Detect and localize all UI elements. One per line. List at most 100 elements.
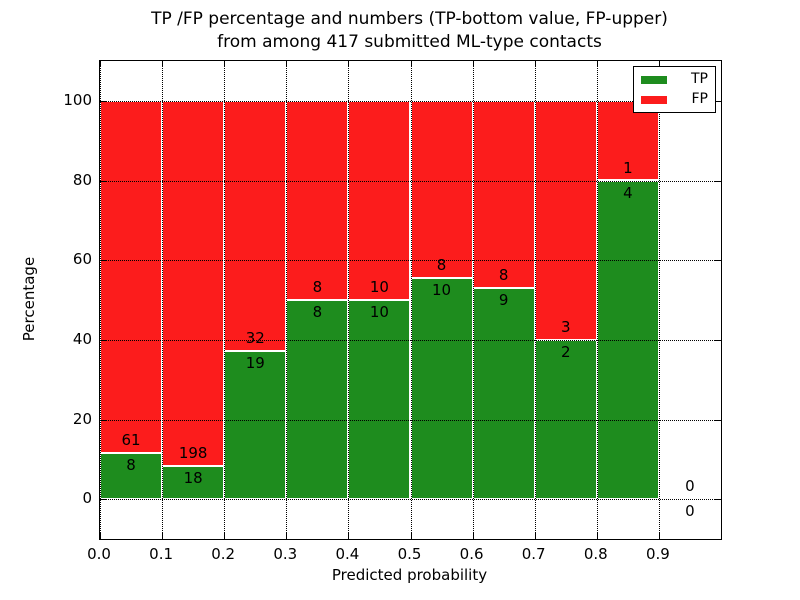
x-tick-label: 0.5	[397, 545, 422, 563]
bar-segment-fp	[534, 100, 597, 340]
axis-tick-left	[100, 499, 106, 501]
axis-tick-bottom	[224, 533, 226, 539]
grid-line-x	[534, 61, 536, 539]
x-tick-label: 0.4	[335, 545, 360, 563]
axis-tick-bottom	[348, 533, 350, 539]
bar-count-label-tp: 8	[126, 455, 136, 474]
chart-title-line2: from among 417 submitted ML-type contact…	[217, 32, 602, 52]
bar-segment-fp	[348, 100, 411, 300]
axis-tick-top	[162, 61, 164, 67]
axis-tick-bottom	[596, 533, 598, 539]
bar-count-label-fp: 8	[312, 278, 323, 296]
plot-area: TP FP 61 8 198 18 32 19 8 8 10 10 8 10 8 9 3 2 1 4 0 0	[99, 60, 722, 540]
grid-line-x	[658, 61, 660, 539]
bar-segment-tp	[100, 452, 163, 500]
bar-count-label-fp: 0	[685, 477, 695, 496]
bar-segment-tp	[224, 350, 287, 500]
bar-count-label-fp: 61	[121, 430, 141, 449]
bar-count-label-tp: 0	[685, 502, 695, 521]
y-tick-label: 60	[72, 250, 92, 269]
axis-tick-top	[348, 61, 350, 67]
y-tick-label: 20	[72, 409, 92, 428]
bar-count-label-tp: 9	[498, 291, 509, 310]
bar-count-label-fp: 32	[245, 328, 265, 347]
bar-count-label-fp: 8	[498, 266, 509, 285]
bar-count-label-tp: 10	[369, 303, 389, 321]
bar-count-label-tp: 4	[623, 183, 633, 202]
axis-tick-right	[715, 180, 721, 182]
axis-tick-bottom	[410, 533, 412, 539]
axis-tick-top	[224, 61, 226, 67]
y-tick-label: 100	[63, 90, 92, 109]
axis-tick-top	[534, 61, 536, 67]
axis-tick-top	[410, 61, 412, 67]
bar-segment-fp	[410, 100, 473, 278]
bar-count-label-fp: 198	[178, 443, 208, 462]
bar-segment-fp	[100, 100, 163, 453]
grid-line-x	[286, 61, 288, 539]
y-axis-label: Percentage	[20, 256, 38, 342]
axis-tick-right	[715, 339, 721, 341]
legend-label-fp: FP	[691, 91, 709, 107]
x-tick-label: 0.8	[583, 545, 608, 563]
bar-count-label-tp: 10	[432, 280, 452, 299]
axis-tick-right	[715, 499, 721, 501]
bar-count-label-tp: 18	[183, 468, 203, 487]
axis-tick-bottom	[534, 533, 536, 539]
grid-line-x	[472, 61, 474, 539]
axis-tick-left	[100, 180, 106, 182]
bar-segment-tp	[348, 300, 411, 500]
axis-tick-left	[100, 260, 106, 262]
axis-tick-bottom	[472, 533, 474, 539]
bar-count-label-fp: 3	[560, 317, 571, 336]
x-tick-label: 0.6	[459, 545, 484, 563]
bar-count-label-fp: 10	[369, 278, 389, 296]
x-axis-label: Predicted probability	[331, 566, 488, 584]
axis-tick-bottom	[658, 533, 660, 539]
axis-tick-right	[715, 260, 721, 262]
bar-count-label-tp: 19	[245, 353, 265, 372]
axis-tick-left	[100, 419, 106, 421]
axis-tick-top	[596, 61, 598, 67]
grid-line-x	[596, 61, 598, 539]
y-tick-label: 0	[82, 489, 92, 508]
bar-segment-tp	[162, 465, 225, 500]
grid-line-x	[410, 61, 412, 539]
axis-tick-left	[100, 100, 106, 102]
axis-tick-top	[286, 61, 288, 67]
axis-tick-bottom	[286, 533, 288, 539]
grid-line-x	[162, 61, 164, 539]
bar-count-label-tp: 8	[312, 303, 323, 321]
legend-item-fp: FP	[641, 92, 708, 107]
y-tick-label: 40	[72, 329, 92, 348]
legend: TP FP	[633, 66, 716, 113]
grid-line-x	[100, 61, 101, 539]
axis-tick-top	[472, 61, 474, 67]
chart-title-line1: TP /FP percentage and numbers (TP-bottom…	[151, 9, 668, 29]
bar-segment-tp	[410, 277, 473, 500]
bar-segment-tp	[472, 288, 535, 500]
bar-count-label-tp: 2	[560, 342, 571, 361]
x-tick-label: 0.1	[149, 545, 174, 563]
bar-segment-tp	[286, 300, 349, 500]
axis-tick-bottom	[162, 533, 164, 539]
x-tick-label: 0.0	[87, 545, 111, 563]
bar-segment-tp	[534, 339, 597, 500]
bar-segment-fp	[162, 100, 225, 466]
axis-tick-top	[658, 61, 660, 67]
axis-tick-right	[715, 419, 721, 421]
x-tick-label: 0.7	[521, 545, 546, 563]
axis-tick-left	[100, 339, 106, 341]
bar-segment-fp	[286, 100, 349, 300]
x-tick-label: 0.9	[645, 545, 670, 563]
tp-color-swatch	[641, 75, 667, 84]
axis-tick-top	[100, 61, 101, 67]
bar-count-label-fp: 1	[623, 158, 633, 177]
y-tick-label: 80	[72, 170, 92, 189]
grid-line-x	[348, 61, 350, 539]
axis-tick-bottom	[100, 533, 101, 539]
fp-color-swatch	[641, 95, 667, 104]
bar-segment-fp	[224, 100, 287, 351]
bar-count-label-fp: 8	[436, 255, 447, 274]
